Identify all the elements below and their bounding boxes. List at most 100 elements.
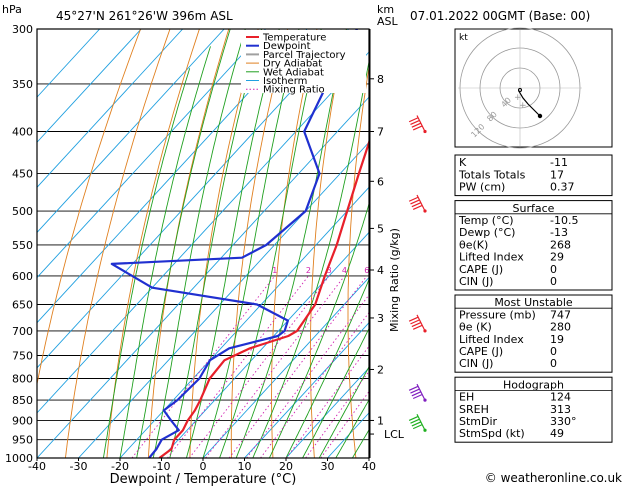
km-tick-label: 6 <box>377 175 384 188</box>
asl-unit-label: ASL <box>377 15 399 28</box>
index-value: 29 <box>550 251 564 264</box>
pressure-tick-label: 900 <box>12 414 33 427</box>
pressure-tick-label: 300 <box>12 23 33 36</box>
index-value: 19 <box>550 333 564 346</box>
index-value: 17 <box>550 168 564 181</box>
mixing-ratio-line <box>306 276 439 458</box>
isotherm-line <box>0 29 266 458</box>
dry-adiabat-line <box>348 29 376 458</box>
index-label: CAPE (J) <box>459 263 503 276</box>
pressure-tick-label: 350 <box>12 78 33 91</box>
isotherm-line <box>0 29 224 458</box>
pressure-tick-label: 750 <box>12 349 33 362</box>
pressure-tick-label: 400 <box>12 126 33 139</box>
legend-label: Mixing Ratio <box>263 85 325 96</box>
wind-barb <box>409 414 426 432</box>
index-label: StmDir <box>459 415 498 428</box>
pressure-tick-label: 850 <box>12 394 33 407</box>
mixing-ratio-label: 4 <box>342 266 347 275</box>
pressure-axis: 300 350 400 450 500 550 600 650 700 750 800 850 900 9… <box>5 23 33 465</box>
pressure-tick-label: 950 <box>12 434 33 447</box>
location-title: 45°27'N 261°26'W 396m ASL <box>56 9 233 23</box>
index-label: K <box>459 156 467 169</box>
index-value: 0 <box>550 275 557 288</box>
mixing-ratio-line <box>189 276 329 458</box>
mixing-ratio-label: 1 <box>272 266 277 275</box>
index-value: 330° <box>550 415 577 428</box>
index-value: 0 <box>550 263 557 276</box>
isotherm-line <box>37 29 432 458</box>
wind-barb <box>409 195 426 213</box>
pressure-tick-label: 500 <box>12 205 33 218</box>
index-label: Lifted Index <box>459 333 524 346</box>
index-value: -10.5 <box>550 214 578 227</box>
index-label: StmSpd (kt) <box>459 427 525 440</box>
section-title: Surface <box>513 202 555 215</box>
temperature-tick-label: -40 <box>28 460 46 473</box>
index-value: 280 <box>550 321 571 334</box>
datetime-label: 07.01.2022 00GMT (Base: 00) <box>410 9 590 23</box>
wind-barb <box>409 315 426 333</box>
hodograph-unit-label: kt <box>459 33 468 43</box>
index-value: -11 <box>550 156 568 169</box>
mixing-ratio-label: 15 <box>416 266 426 275</box>
index-value: 0 <box>550 357 557 370</box>
wind-barb-staff <box>417 315 425 331</box>
pressure-tick-label: 800 <box>12 372 33 385</box>
pressure-tick-label: 450 <box>12 167 33 180</box>
dry-adiabat-line <box>611 29 629 458</box>
copyright-label: © weatheronline.co.uk <box>485 471 622 485</box>
km-tick-label: 7 <box>377 126 384 139</box>
temperature-tick-label: -30 <box>70 460 88 473</box>
mixing-ratio-axis-title: Mixing Ratio (g/kg) <box>388 228 401 332</box>
wind-barb-dot <box>423 329 426 332</box>
index-value: 0.37 <box>550 181 575 194</box>
wind-barb-dot <box>423 429 426 432</box>
index-value: 747 <box>550 308 571 321</box>
pressure-tick-label: 600 <box>12 270 33 283</box>
index-value: 0 <box>550 345 557 358</box>
wind-barb-staff <box>417 195 425 211</box>
index-value: -13 <box>550 226 568 239</box>
wind-barb-staff <box>417 384 425 400</box>
km-tick-label: 1 <box>377 414 384 427</box>
wind-barbs <box>409 116 426 432</box>
indices-table: K -11 Totals Totals 17 PW (cm) 0.37 SurfaceTem… <box>455 155 612 442</box>
lcl-label: LCL <box>384 428 405 441</box>
index-label: Dewp (°C) <box>459 226 515 239</box>
hodograph-marker: + <box>519 101 527 111</box>
index-label: Lifted Index <box>459 251 524 264</box>
hpa-unit-label: hPa <box>2 3 22 16</box>
temperature-tick-label: 40 <box>362 460 376 473</box>
index-label: θe(K) <box>459 238 488 251</box>
index-label: CIN (J) <box>459 275 493 288</box>
wind-barb <box>409 384 426 402</box>
index-value: 268 <box>550 238 571 251</box>
section-title: Hodograph <box>503 378 564 391</box>
km-tick-label: 3 <box>377 312 384 325</box>
pressure-tick-label: 700 <box>12 325 33 338</box>
km-tick-label: 4 <box>377 264 384 277</box>
index-label: PW (cm) <box>459 181 505 194</box>
dry-adiabat-line <box>420 29 439 458</box>
index-label: CIN (J) <box>459 357 493 370</box>
index-label: Totals Totals <box>458 168 526 181</box>
mixing-ratio-label: 2 <box>306 266 311 275</box>
pressure-tick-label: 650 <box>12 299 33 312</box>
wind-barb-staff <box>417 116 425 132</box>
index-label: Temp (°C) <box>458 214 514 227</box>
hodograph-end-point <box>538 114 542 118</box>
index-label: SREH <box>459 403 489 416</box>
pressure-tick-label: 550 <box>12 239 33 252</box>
km-tick-label: 8 <box>377 73 384 86</box>
wind-barb-dot <box>423 130 426 133</box>
index-label: θe (K) <box>459 321 492 334</box>
wind-barb-dot <box>423 398 426 401</box>
km-tick-label: 2 <box>377 363 384 376</box>
index-value: 49 <box>550 427 564 440</box>
index-label: EH <box>459 391 474 404</box>
wind-barb-staff <box>417 414 425 430</box>
